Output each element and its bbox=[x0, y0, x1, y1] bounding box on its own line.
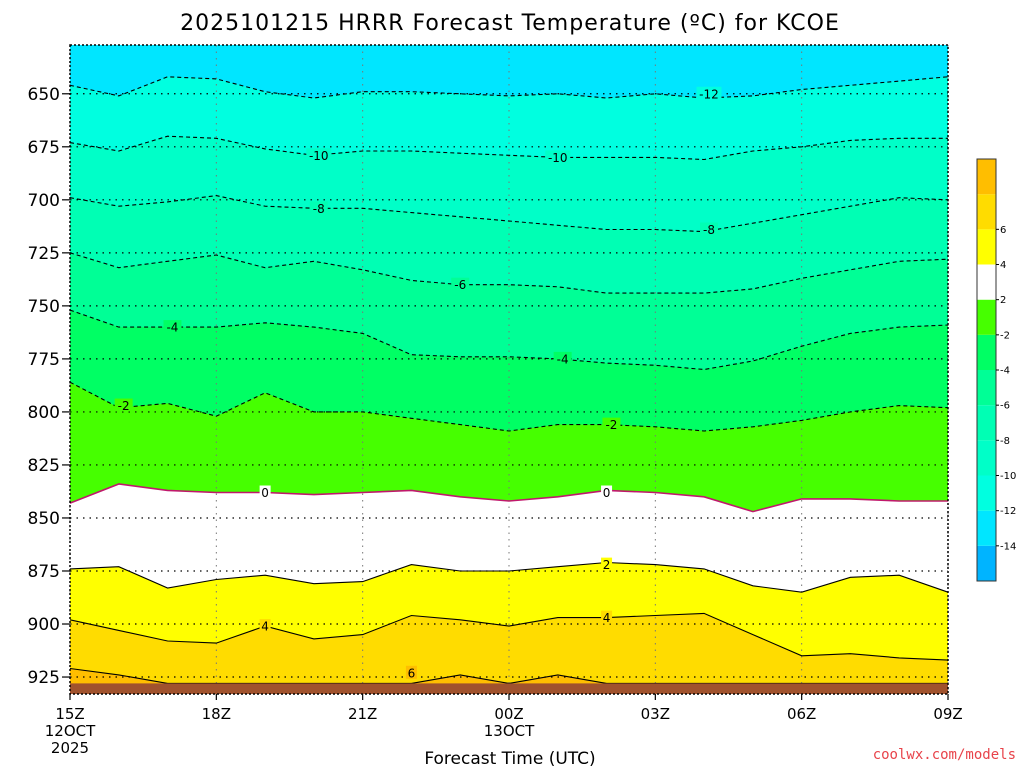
y-tick-label: 800 bbox=[28, 403, 60, 423]
y-tick-label: 750 bbox=[28, 297, 60, 317]
contour-label-bg bbox=[601, 557, 613, 571]
colorbar-swatch bbox=[977, 159, 996, 195]
contour-label: -2 bbox=[605, 418, 617, 432]
colorbar-label: -6 bbox=[1000, 401, 1010, 412]
colorbar-label: -10 bbox=[1000, 471, 1016, 482]
contour-label: -12 bbox=[699, 87, 719, 101]
contour-label-bg bbox=[601, 610, 613, 624]
contour-label-bg bbox=[451, 277, 470, 291]
colorbar-swatch bbox=[977, 510, 996, 546]
contour-line--6 bbox=[69, 252, 949, 294]
contour-label-bg bbox=[163, 320, 182, 334]
contour-label-bg bbox=[602, 417, 621, 431]
contour-label: 0 bbox=[261, 486, 269, 500]
contour-label: -10 bbox=[548, 151, 568, 165]
colorbar-swatch bbox=[977, 475, 996, 511]
x-tick-label: 2025 bbox=[51, 739, 89, 757]
colorbar-swatch bbox=[977, 440, 996, 476]
x-axis-title: Forecast Time (UTC) bbox=[424, 749, 595, 768]
x-tick-label: 00Z bbox=[494, 705, 523, 723]
fill-band-8 bbox=[70, 613, 948, 694]
contour-label-layer: -12 -10 -10 -8 -8 -6 -4 -4 -2 -2 0 0 2 4 4 6 bbox=[114, 86, 722, 680]
colorbar-swatch bbox=[977, 545, 996, 581]
contour-label-bg bbox=[699, 222, 718, 236]
contour-label: 2 bbox=[603, 558, 611, 572]
colorbar-label: -14 bbox=[1000, 541, 1016, 552]
y-axis: 650 675 700 725 750 775 800 825 850 875 900 925 bbox=[28, 85, 70, 688]
credit-text: coolwx.com/models bbox=[873, 747, 1016, 763]
contour-label-bg bbox=[306, 148, 332, 162]
colorbar-label: -8 bbox=[1000, 436, 1010, 447]
contour-label: 4 bbox=[261, 620, 269, 634]
contour-label: -6 bbox=[454, 278, 466, 292]
y-tick-label: 700 bbox=[28, 191, 60, 211]
x-tick-label: 15Z bbox=[55, 705, 84, 723]
y-tick-label: 725 bbox=[28, 244, 60, 264]
colorbar-label: -2 bbox=[1000, 330, 1010, 341]
contour-line--10 bbox=[69, 135, 948, 161]
colorbar-swatch bbox=[977, 334, 996, 370]
ground-strip bbox=[70, 683, 948, 694]
y-tick-label: 850 bbox=[28, 509, 60, 529]
colorbar-label: 2 bbox=[1000, 295, 1006, 306]
contour-label-bg bbox=[114, 398, 133, 412]
contour-line--4 bbox=[69, 309, 949, 371]
contour-label: 0 bbox=[603, 486, 611, 500]
y-tick-label: 900 bbox=[28, 615, 60, 635]
contour-label: -8 bbox=[703, 223, 715, 237]
contour-label-bg bbox=[259, 619, 271, 633]
x-tick-label: 09Z bbox=[933, 705, 962, 723]
y-tick-label: 675 bbox=[28, 138, 60, 158]
contour-line-0 bbox=[69, 483, 948, 513]
contour-label: -8 bbox=[313, 202, 325, 216]
x-tick-label: 13OCT bbox=[484, 722, 535, 740]
contour-label-bg bbox=[545, 150, 571, 164]
contour-line--2 bbox=[69, 381, 949, 432]
y-tick-label: 825 bbox=[28, 456, 60, 476]
contour-label-bg bbox=[309, 201, 328, 215]
contour-label-bg bbox=[405, 665, 417, 679]
y-tick-label: 775 bbox=[28, 350, 60, 370]
y-tick-label: 650 bbox=[28, 85, 60, 105]
x-tick-label: 18Z bbox=[202, 705, 231, 723]
contour-label: -4 bbox=[166, 321, 178, 335]
contour-label: -10 bbox=[309, 149, 329, 163]
temperature-fill-layer bbox=[70, 45, 948, 695]
colorbar-swatch bbox=[977, 299, 996, 335]
colorbar-swatch bbox=[977, 194, 996, 230]
y-tick-label: 875 bbox=[28, 562, 60, 582]
chart-title: 2025101215 HRRR Forecast Temperature (ºC… bbox=[180, 11, 840, 36]
contour-label-bg bbox=[553, 351, 572, 365]
colorbar-label: -4 bbox=[1000, 366, 1010, 377]
contour-label: -2 bbox=[118, 399, 130, 413]
y-tick-label: 925 bbox=[28, 668, 60, 688]
contour-line-4 bbox=[69, 612, 949, 661]
colorbar-label: 6 bbox=[1000, 225, 1006, 236]
colorbar: -14 -12 -10 -8 -6 -4 -2 2 4 6 bbox=[976, 158, 1016, 582]
x-tick-label: 03Z bbox=[641, 705, 670, 723]
x-tick-label: 12OCT bbox=[45, 722, 96, 740]
colorbar-swatch bbox=[977, 405, 996, 441]
colorbar-label: 4 bbox=[1000, 260, 1006, 271]
contour-label-bg bbox=[696, 86, 722, 100]
contour-label: 4 bbox=[603, 611, 611, 625]
contour-label-bg bbox=[601, 485, 613, 499]
x-tick-label: 06Z bbox=[787, 705, 816, 723]
contour-label: -4 bbox=[557, 352, 569, 366]
colorbar-swatch bbox=[977, 370, 996, 406]
contour-label-bg bbox=[259, 485, 271, 499]
ground-layer bbox=[70, 683, 948, 694]
contour-label: 6 bbox=[408, 666, 416, 680]
colorbar-label: -12 bbox=[1000, 506, 1016, 517]
contour-line--8 bbox=[69, 195, 949, 233]
colorbar-swatch bbox=[977, 229, 996, 265]
x-tick-label: 21Z bbox=[348, 705, 377, 723]
colorbar-swatch bbox=[977, 264, 996, 300]
contour-line-2 bbox=[69, 561, 949, 593]
